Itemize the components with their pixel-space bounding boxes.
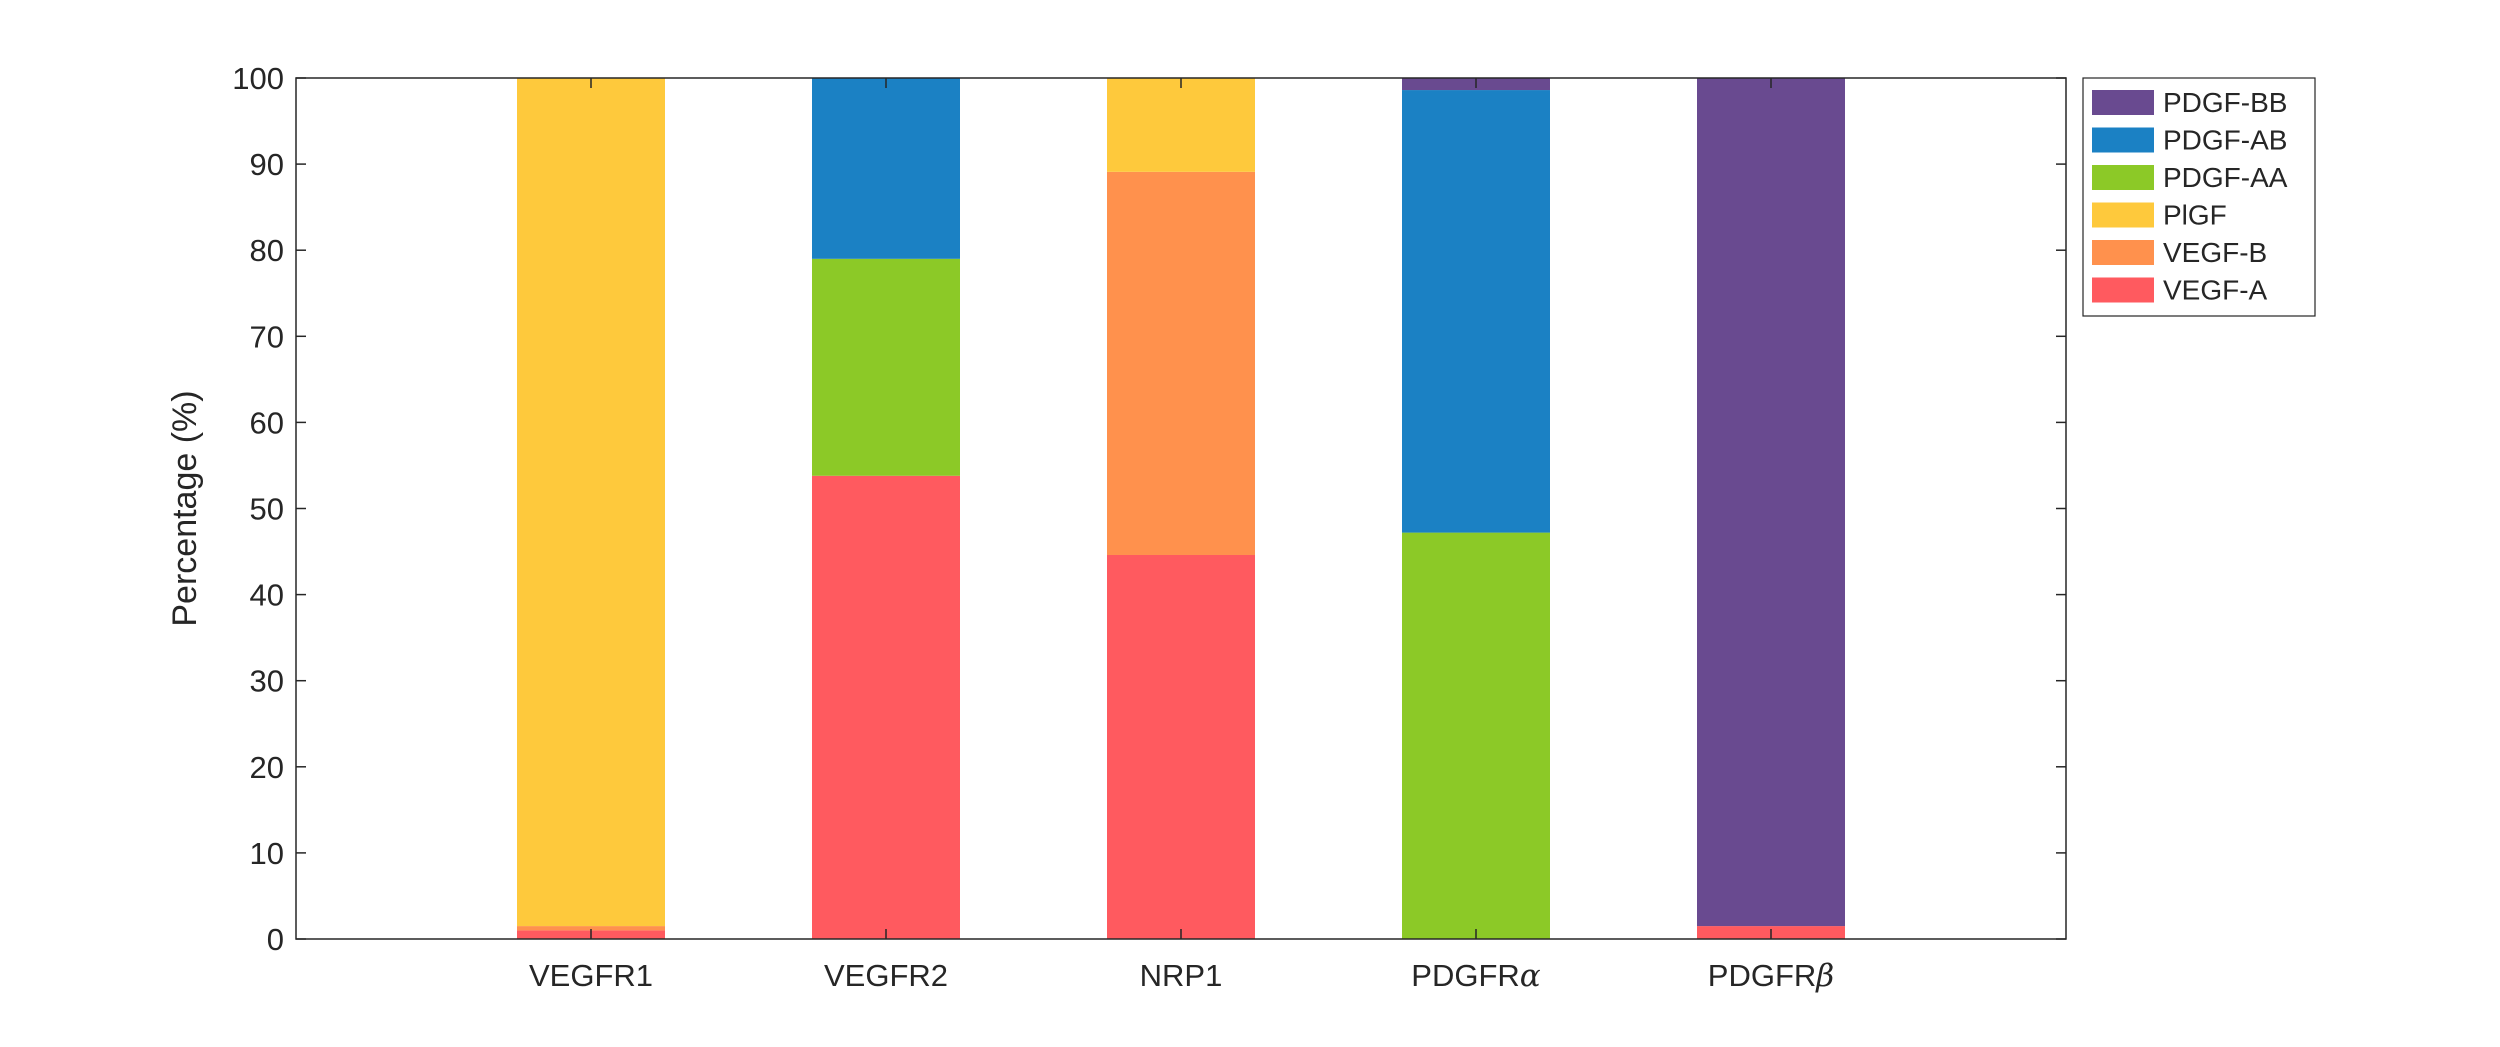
bars-layer [517,78,1845,939]
legend-swatch-plgf [2092,202,2154,228]
bar-segment-vegfr1-vegf-b [517,926,665,931]
y-tick-label: 60 [250,405,284,440]
y-tick-label: 40 [250,578,284,613]
y-axis-label: Percentage (%) [166,390,204,626]
legend-box [2082,77,2316,317]
bar-segment-nrp1-vegf-b [1107,171,1255,555]
x-tick-label: VEGFR2 [824,958,948,993]
bar-segment-vegfr2-pdgf-aa [812,258,960,476]
legend-swatch-pdgf-aa [2092,165,2154,190]
y-tick-label: 50 [250,492,284,527]
legend: PDGF-BB PDGF-AB PDGF-AA PlGF VEGF-B VEGF-A [2082,77,2316,317]
x-tick-label: VEGFR1 [529,958,653,993]
legend-swatch-pdgf-bb [2092,90,2154,115]
legend-label-vegf-a: VEGF-A [2163,275,2268,306]
y-tick-label: 80 [250,233,284,268]
y-tick-labels: 0 10 20 30 40 50 60 70 80 90 100 [232,61,284,957]
bar-segment-pdgfr-pdgf-ab [1402,90,1550,533]
y-tick-label: 20 [250,750,284,785]
y-tick-label: 90 [250,147,284,182]
x-tick-label: NRP1 [1140,958,1223,993]
legend-label-pdgf-bb: PDGF-BB [2163,87,2287,118]
legend-swatch-vegf-a [2092,277,2154,303]
axis-ticks [296,77,2066,940]
bar-segment-vegfr2-vegf-a [812,475,960,939]
legend-label-vegf-b: VEGF-B [2163,237,2267,268]
x-tick-labels: VEGFR1 VEGFR2 NRP1 PDGFRα PDGFRβ [529,958,1834,994]
y-tick-label: 70 [250,319,284,354]
bar-segment-pdgfr-pdgf-aa [1402,532,1550,939]
y-tick-label: 10 [250,836,284,871]
y-tick-label: 0 [267,922,284,957]
bar-segment-vegfr2-pdgf-ab [812,78,960,259]
y-tick-label: 30 [250,664,284,699]
legend-label-pdgf-ab: PDGF-AB [2163,125,2287,156]
legend-label-plgf: PlGF [2163,200,2227,231]
legend-swatch-vegf-b [2092,240,2154,265]
x-tick-label: PDGFRα [1411,958,1541,994]
x-tick-label: PDGFRβ [1708,958,1834,994]
bar-segment-nrp1-vegf-a [1107,554,1255,939]
bar-segment-vegfr1-plgf [517,78,665,927]
y-tick-label: 100 [232,61,284,96]
bar-segment-pdgfr-pdgf-bb [1697,78,1845,927]
legend-label-pdgf-aa: PDGF-AA [2163,162,2288,193]
legend-swatch-pdgf-ab [2092,127,2154,153]
bar-segment-nrp1-plgf [1107,78,1255,172]
